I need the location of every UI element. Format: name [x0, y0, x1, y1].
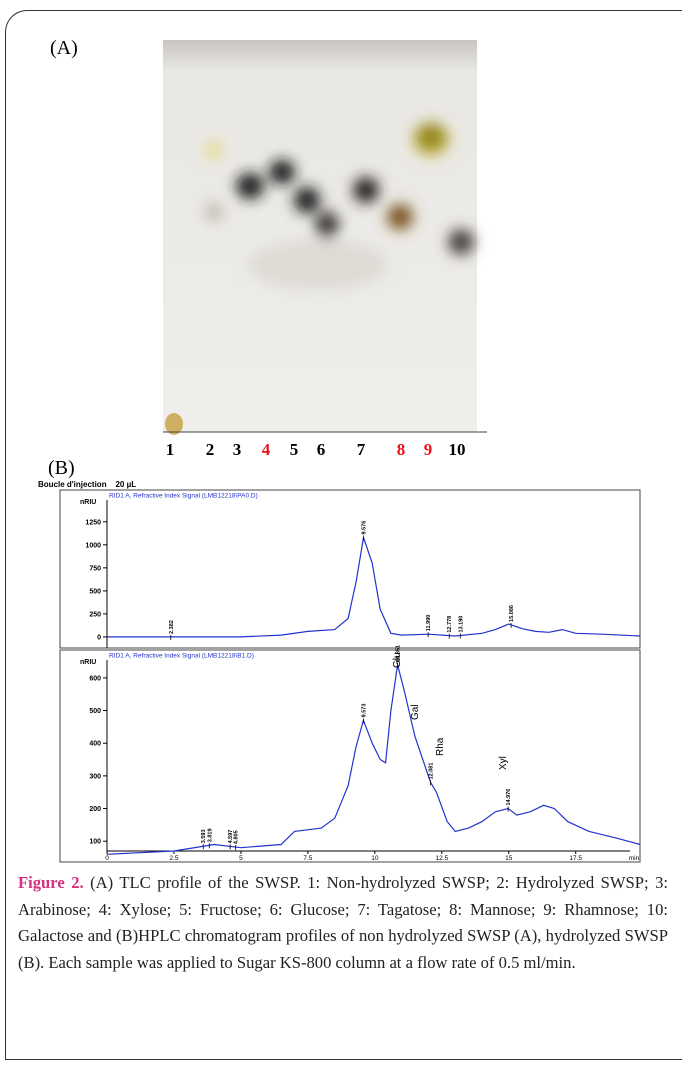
y-tick-label: 1000	[85, 542, 101, 549]
y-tick-label: 200	[89, 806, 101, 813]
panel-label: (A)	[50, 37, 78, 59]
peak-label: 9.573	[361, 704, 367, 718]
peak-label: 12.081	[429, 763, 435, 780]
chromatograms: RID1 A, Refractive Index Signal (LMB1221…	[80, 493, 641, 862]
peak-label: 13.190	[458, 616, 464, 633]
figure-frame	[5, 10, 682, 1060]
lane-label: 5	[290, 440, 299, 459]
figure-caption: Figure 2. (A) TLC profile of the SWSP. 1…	[18, 870, 668, 976]
lane-labels: 1 2 3 4 5 6 7 8 9 10	[166, 440, 466, 459]
lane-label: 8	[397, 440, 406, 459]
compound-label: Glu	[392, 652, 403, 668]
peak-label: 9.576	[361, 521, 367, 535]
panel-frame	[59, 649, 641, 863]
lane-label: 1	[166, 440, 175, 459]
x-tick-label: 15	[505, 855, 513, 862]
y-tick-label: 250	[89, 611, 101, 618]
chromatogram-header: Boucle d'injection 20 µL	[38, 480, 136, 489]
peak-label: 4.597	[228, 830, 234, 844]
x-tick-label: 10	[371, 855, 379, 862]
y-tick-label: 500	[89, 588, 101, 595]
x-tick-label: 17.5	[569, 855, 582, 862]
x-tick-label: 12.5	[435, 855, 448, 862]
compound-label: Rha	[435, 737, 446, 756]
panel-frame	[59, 489, 641, 649]
y-tick-label: 600	[89, 675, 101, 682]
trace	[106, 664, 641, 855]
lane-label: 7	[357, 440, 366, 459]
peak-label: 14.976	[506, 789, 512, 806]
caption-lead: Figure 2.	[18, 873, 84, 892]
x-tick-label: 2.5	[169, 855, 178, 862]
panel-label: (B)	[48, 457, 75, 479]
lane-label: 3	[233, 440, 242, 459]
lane-label: 2	[206, 440, 215, 459]
y-axis-label: nRIU	[80, 659, 96, 666]
y-tick-label: 1250	[85, 519, 101, 526]
peak-label: 10.851	[396, 645, 402, 662]
x-tick-label: 5	[239, 855, 243, 862]
peak-label: 3.593	[201, 829, 207, 843]
peak-label: 2.382	[169, 620, 175, 634]
y-tick-label: 100	[89, 839, 101, 846]
y-tick-label: 300	[89, 773, 101, 780]
lane-label: 10	[449, 440, 466, 459]
peak-label: 3.819	[207, 828, 213, 842]
x-tick-label: 7.5	[303, 855, 312, 862]
y-tick-label: 0	[97, 634, 101, 641]
peak-label: 11.990	[426, 615, 432, 632]
chart-title: RID1 A, Refractive Index Signal (LMB1221…	[109, 653, 254, 660]
lane-label: 4	[262, 440, 271, 459]
peak-label: 15.086	[509, 605, 515, 622]
caption-text: (A) TLC profile of the SWSP. 1: Non-hydr…	[18, 873, 668, 972]
x-tick-label: 0	[105, 855, 109, 862]
compound-label: Gal	[410, 704, 421, 720]
y-tick-label: 400	[89, 741, 101, 748]
lane-label: 9	[424, 440, 433, 459]
compound-label: Xyl	[498, 756, 509, 770]
y-axis-label: nRIU	[80, 499, 96, 506]
figure: (A) 1 2 3 4 5 6 7 8 9 10 (B) Boucle d'injection 2…	[38, 37, 641, 863]
x-axis-label: min	[629, 855, 640, 862]
chart-title: RID1 A, Refractive Index Signal (LMB1221…	[109, 493, 258, 500]
y-tick-label: 750	[89, 565, 101, 572]
lane-label: 6	[317, 440, 326, 459]
tlc-photo	[163, 40, 487, 435]
peak-label: 12.778	[447, 616, 453, 633]
peak-label: 4.805	[234, 830, 240, 844]
trace	[107, 537, 641, 638]
y-tick-label: 500	[89, 708, 101, 715]
